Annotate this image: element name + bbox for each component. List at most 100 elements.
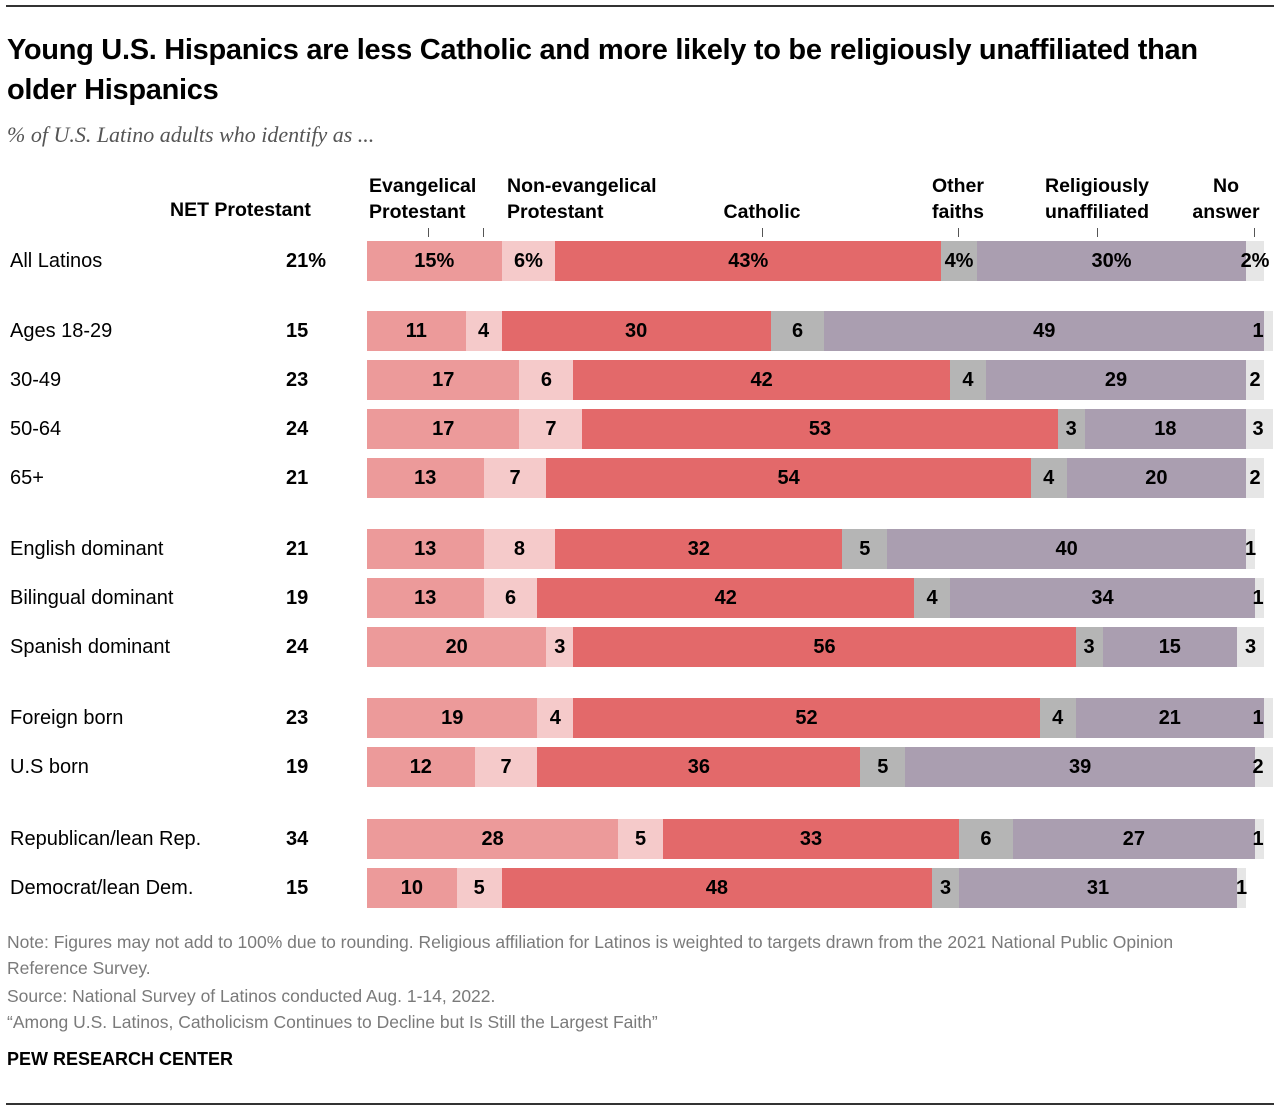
data-label: 49 (1033, 320, 1056, 342)
bar-segment (914, 578, 951, 618)
bar-segment (1246, 529, 1256, 569)
bar-segment (1237, 868, 1247, 908)
bar-segment (976, 241, 1247, 281)
row-label: 65+ (10, 467, 44, 489)
row-label: 50-64 (10, 418, 62, 440)
data-label: 4 (926, 587, 938, 609)
data-label: 6 (540, 369, 552, 391)
data-label: 3 (1244, 636, 1257, 658)
column-tick (483, 228, 484, 237)
row-label: Spanish dominant (10, 636, 171, 658)
bar-segment (367, 868, 457, 908)
data-label: 20 (445, 636, 468, 658)
bar-segment (1246, 409, 1273, 449)
net-protestant-value: 15 (286, 320, 309, 342)
source: Source: National Survey of Latinos condu… (7, 986, 496, 1006)
bar-segment (367, 627, 547, 667)
bar-segment (950, 578, 1256, 618)
bar-segment (483, 578, 538, 618)
data-label: 10 (400, 877, 423, 899)
bar-segment (546, 627, 574, 667)
data-label: 56 (813, 636, 836, 658)
column-header-2: Catholic (723, 201, 801, 223)
bar-segment (1246, 360, 1264, 400)
data-label: 7 (500, 756, 512, 778)
bar-segment (367, 747, 475, 787)
data-label: 4 (478, 320, 490, 342)
data-label: 7 (545, 418, 557, 440)
bar-segment (582, 409, 1058, 449)
bar-segment (501, 868, 933, 908)
bar-segment (959, 868, 1238, 908)
net-protestant-value: 19 (286, 587, 309, 609)
bar-segment (1012, 819, 1256, 859)
bar-segment (950, 360, 986, 400)
bar-segment (546, 458, 1031, 498)
data-label: 19 (441, 707, 464, 729)
data-label: 4 (1043, 467, 1055, 489)
net-protestant-value: 21 (286, 538, 309, 560)
stacked-bar: 28 5 33 6 27 1 (367, 819, 1264, 859)
data-label: 30% (1091, 250, 1132, 272)
data-label: 36 (687, 756, 710, 778)
data-label: 13 (414, 467, 437, 489)
bottom-rule (6, 1103, 1274, 1105)
net-protestant-header: NET Protestant (170, 199, 311, 221)
data-label: 3 (1065, 418, 1077, 440)
bar-segment (367, 819, 619, 859)
bar-segment (537, 698, 574, 738)
stacked-bar: 10 5 48 3 31 1 (367, 868, 1264, 908)
bar-segment (959, 819, 1013, 859)
data-label: 1 (1252, 587, 1264, 609)
data-label: 3 (554, 636, 566, 658)
data-label: 6% (514, 250, 543, 272)
bar-segment (519, 360, 574, 400)
net-protestant-value: 24 (286, 418, 309, 440)
data-label: 5 (859, 538, 871, 560)
bar-segment (367, 311, 466, 351)
data-label: 53 (808, 418, 832, 440)
bar-segment (573, 360, 951, 400)
data-label: 5 (635, 828, 647, 850)
row-label: Ages 18-29 (10, 320, 113, 342)
bar-segment (860, 747, 906, 787)
data-label: 17 (432, 369, 455, 391)
bar-segment (1075, 627, 1103, 667)
row-label: U.S born (10, 756, 89, 778)
bar-segment (824, 311, 1264, 351)
bar-segment (367, 529, 484, 569)
data-label: 1 (1252, 707, 1264, 729)
bar-segment (367, 409, 520, 449)
bar-segment (1264, 311, 1273, 351)
bar-segment (501, 311, 771, 351)
bar-segment (537, 578, 915, 618)
data-label: 2 (1252, 756, 1264, 778)
net-protestant-value: 19 (286, 756, 309, 778)
net-protestant-value: 15 (286, 877, 309, 899)
stacked-bar: 13 6 42 4 34 1 (367, 578, 1264, 618)
data-label: 13 (414, 587, 437, 609)
note: Note: Figures may not add to 100% due to… (7, 932, 1174, 978)
data-label: 54 (777, 467, 800, 489)
bar-segment (367, 241, 502, 281)
net-protestant-value: 34 (286, 828, 309, 850)
data-label: 15% (414, 250, 455, 272)
data-label: 6 (791, 320, 804, 342)
bar-segment (1255, 819, 1264, 859)
bar-segment (456, 868, 502, 908)
column-header-1: Non-evangelical Protestant (507, 175, 657, 223)
data-label: 5 (473, 877, 485, 899)
net-protestant-value: 23 (286, 369, 309, 391)
data-label: 12 (409, 756, 432, 778)
data-label: 6 (504, 587, 517, 609)
bar-segment (1255, 747, 1273, 787)
data-label: 33 (799, 828, 823, 850)
bar-segment (770, 311, 825, 351)
column-tick (762, 228, 763, 237)
data-label: 4 (962, 369, 974, 391)
top-rule (6, 5, 1274, 7)
chart-title: Young U.S. Hispanics are less Catholic a… (7, 34, 1198, 106)
data-label: 13 (414, 538, 437, 560)
data-label: 27 (1122, 828, 1146, 850)
